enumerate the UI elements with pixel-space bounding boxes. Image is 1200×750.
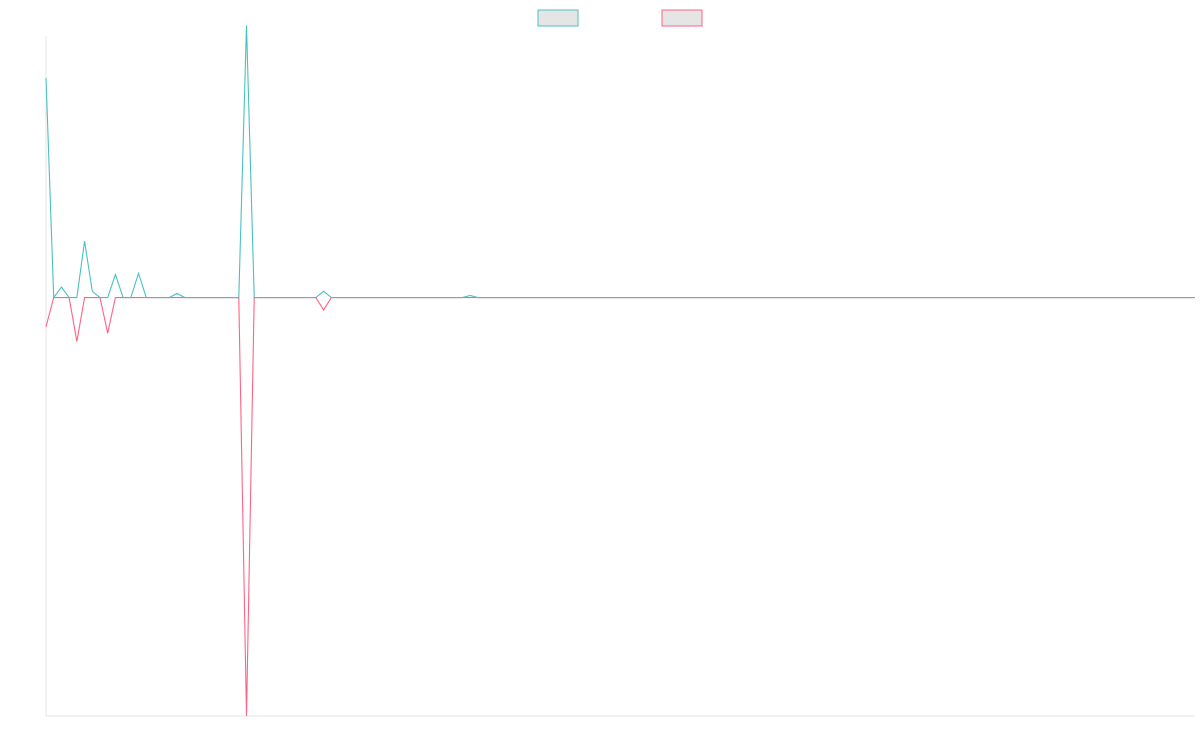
axes	[45, 36, 1195, 717]
plot-area	[45, 25, 1195, 717]
series-line-2[interactable]	[45, 296, 1195, 717]
legend-item-2[interactable]	[661, 9, 703, 27]
legend-swatch-2[interactable]	[661, 9, 703, 27]
legend[interactable]	[537, 9, 703, 27]
legend-swatch-1[interactable]	[537, 9, 579, 27]
legend-item-1[interactable]	[537, 9, 579, 27]
series-line-1[interactable]	[45, 25, 1195, 300]
